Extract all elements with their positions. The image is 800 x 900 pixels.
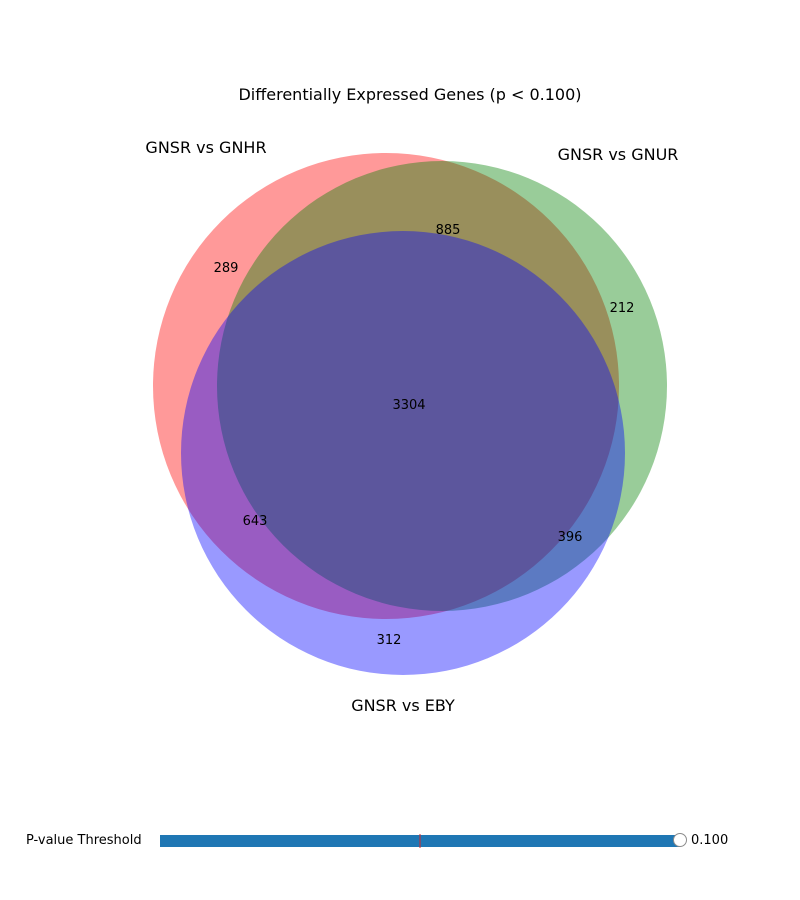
- region-only-a-label: 289: [214, 261, 239, 276]
- p-value-slider: P-value Threshold 0.100: [0, 826, 800, 856]
- region-only-c-label: 312: [377, 633, 402, 648]
- set-a-circle: [153, 153, 619, 619]
- slider-handle[interactable]: [673, 833, 687, 847]
- venn-circles: [153, 153, 667, 675]
- venn-region-labels: 289 212 885 312 643 396 3304: [214, 223, 635, 648]
- region-a-b-label: 885: [436, 223, 461, 238]
- slider-initial-value-marker: [419, 834, 421, 848]
- region-only-b-label: 212: [610, 301, 635, 316]
- venn-diagram: Differentially Expressed Genes (p < 0.10…: [145, 85, 678, 715]
- region-a-c-label: 643: [243, 514, 268, 529]
- slider-value-text: 0.100: [691, 833, 729, 848]
- slider-label: P-value Threshold: [26, 833, 142, 848]
- set-c-circle: [181, 231, 625, 675]
- region-b-c-label: 396: [558, 530, 583, 545]
- set-b-circle: [217, 161, 667, 611]
- set-c-label: GNSR vs EBY: [351, 696, 455, 715]
- slider-track[interactable]: [160, 833, 687, 848]
- region-a-b-c-label: 3304: [392, 398, 425, 413]
- chart-title: Differentially Expressed Genes (p < 0.10…: [238, 85, 581, 104]
- set-a-label: GNSR vs GNHR: [145, 138, 266, 157]
- set-b-label: GNSR vs GNUR: [558, 145, 679, 164]
- venn-set-labels: GNSR vs GNHR GNSR vs GNUR GNSR vs EBY: [145, 138, 678, 715]
